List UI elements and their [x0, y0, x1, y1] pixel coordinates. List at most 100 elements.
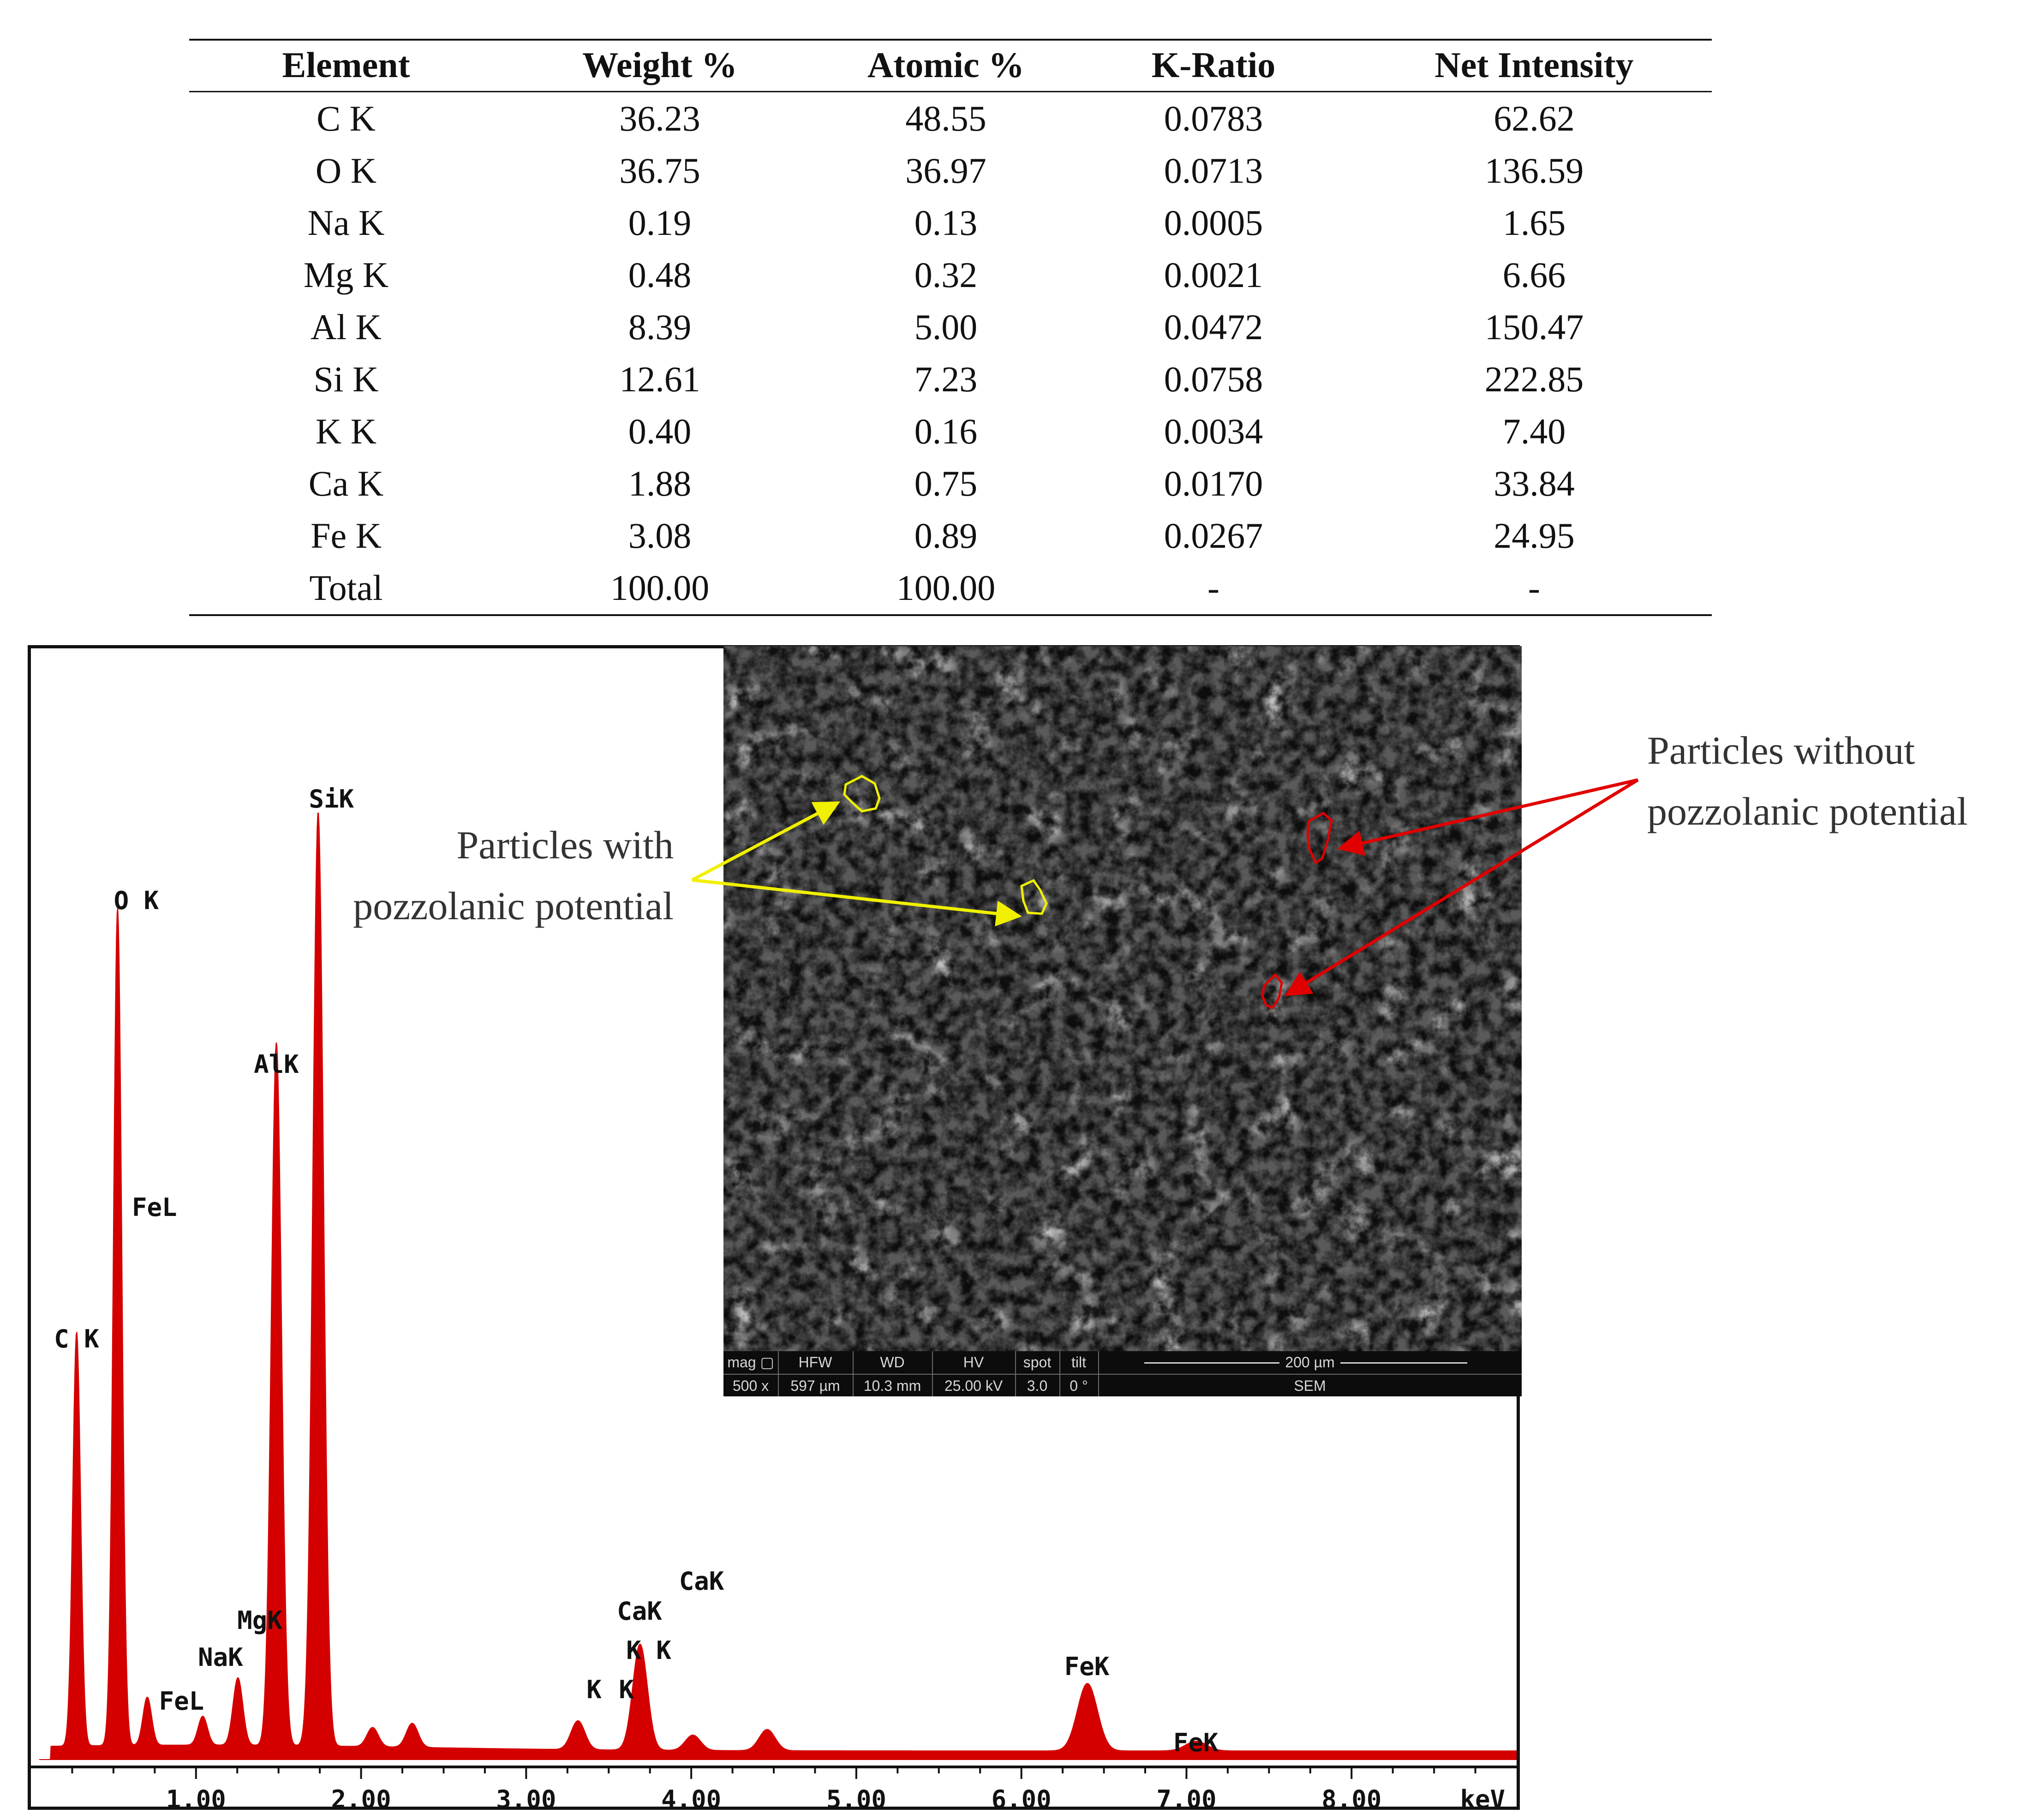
spectrum-plot: 1.00 2.00 3.00 4.00 5.00 6.00 7.00 8.00 keV C K O… — [31, 784, 1517, 1807]
peak-label: FeL — [159, 1687, 204, 1716]
cell-element: O K — [315, 150, 377, 191]
cell-atomic: 5.00 — [914, 307, 978, 347]
cell-weight: 0.48 — [628, 255, 692, 295]
cell-weight: 36.23 — [619, 98, 700, 138]
annotation-with-line-2: pozzolanic potential — [353, 884, 674, 928]
scale-label: 200 µm — [1279, 1354, 1340, 1371]
cell-net-intensity: 33.84 — [1494, 463, 1575, 503]
x-tick-label: 1.00 — [166, 1785, 226, 1807]
particle-with-outline-1 — [843, 775, 881, 813]
cell-element: Ca K — [308, 463, 384, 503]
cell-atomic: 0.89 — [914, 515, 978, 556]
cell-k-ratio: - — [1207, 568, 1219, 608]
particle-without-outline-2 — [1261, 973, 1283, 1010]
peak-label: NaK — [198, 1643, 243, 1672]
annotation-with-line-1: Particles with — [456, 823, 674, 867]
databar-hv: HV 25.00 kV — [932, 1351, 1016, 1396]
cell-net-intensity: 62.62 — [1494, 98, 1575, 138]
x-tick-label: 3.00 — [496, 1785, 556, 1807]
spectrum-series — [39, 813, 1517, 1760]
x-tick-label: 5.00 — [826, 1785, 886, 1807]
table-row: Ca K 1.88 0.75 0.0170 33.84 — [189, 457, 1712, 509]
cell-element: Mg K — [303, 255, 389, 295]
cell-element: C K — [317, 98, 376, 138]
table-header-row: Element Weight % Atomic % K-Ratio Net In… — [189, 39, 1712, 91]
cell-element: Na K — [307, 203, 385, 243]
cell-atomic: 100.00 — [896, 568, 996, 608]
cell-net-intensity: 7.40 — [1502, 411, 1566, 451]
databar-spot: spot 3.0 — [1015, 1351, 1060, 1396]
cell-k-ratio: 0.0021 — [1164, 255, 1263, 295]
table-header-rule — [189, 91, 1712, 92]
cell-k-ratio: 0.0267 — [1164, 515, 1263, 556]
cell-net-intensity: 222.85 — [1484, 359, 1584, 399]
cell-weight: 8.39 — [628, 307, 692, 347]
table-row: Total 100.00 100.00 - - — [189, 562, 1712, 614]
table-row: Al K 8.39 5.00 0.0472 150.47 — [189, 301, 1712, 353]
cell-k-ratio: 0.0170 — [1164, 463, 1263, 503]
cell-weight: 12.61 — [619, 359, 700, 399]
cell-weight: 1.88 — [628, 463, 692, 503]
particle-with-outline-2 — [1020, 879, 1048, 915]
peak-label: MgK — [237, 1606, 282, 1635]
cell-atomic: 0.13 — [914, 203, 978, 243]
arrow-without-1 — [1337, 778, 1638, 856]
table-top-rule — [189, 39, 1712, 41]
peak-label: AlK — [254, 1050, 299, 1079]
databar-tilt: tilt 0 ° — [1059, 1351, 1099, 1396]
arrow-with-1 — [691, 801, 841, 882]
cell-atomic: 0.16 — [914, 411, 978, 451]
x-tick-label: 4.00 — [661, 1785, 721, 1807]
cell-net-intensity: 6.66 — [1502, 255, 1566, 295]
table-row: Si K 12.61 7.23 0.0758 222.85 — [189, 353, 1712, 405]
peak-label: FeK — [1173, 1728, 1219, 1757]
peak-label: SiK — [309, 784, 354, 814]
cell-weight: 0.40 — [628, 411, 692, 451]
header-weight: Weight % — [582, 45, 737, 85]
cell-net-intensity: 150.47 — [1484, 307, 1584, 347]
cell-element: K K — [315, 411, 377, 451]
sem-micrograph — [723, 646, 1522, 1396]
cell-element: Al K — [311, 307, 382, 347]
table-row: O K 36.75 36.97 0.0713 136.59 — [189, 144, 1712, 197]
header-element: Element — [282, 45, 410, 85]
table-row: K K 0.40 0.16 0.0034 7.40 — [189, 405, 1712, 457]
cell-k-ratio: 0.0713 — [1164, 150, 1263, 191]
x-tick-label: 6.00 — [992, 1785, 1052, 1807]
peak-label: K — [586, 1675, 602, 1704]
x-axis-unit-label: keV — [1460, 1785, 1505, 1807]
cell-net-intensity: 24.95 — [1494, 515, 1575, 556]
peak-label: C K — [54, 1324, 99, 1353]
databar-scale: 200 µm SEM — [1098, 1351, 1522, 1396]
x-tick-label: 8.00 — [1321, 1785, 1381, 1807]
table-row: Fe K 3.08 0.89 0.0267 24.95 — [189, 509, 1712, 562]
table-row: Mg K 0.48 0.32 0.0021 6.66 — [189, 249, 1712, 301]
cell-weight: 36.75 — [619, 150, 700, 191]
cell-weight: 100.00 — [610, 568, 710, 608]
x-tick-label: 7.00 — [1156, 1785, 1216, 1807]
peak-label: O K — [114, 886, 159, 915]
peak-label: CaK — [679, 1567, 724, 1596]
cell-net-intensity: 1.65 — [1502, 203, 1566, 243]
cell-atomic: 7.23 — [914, 359, 978, 399]
table-bottom-rule — [189, 614, 1712, 616]
cell-atomic: 0.75 — [914, 463, 978, 503]
cell-k-ratio: 0.0758 — [1164, 359, 1263, 399]
cell-atomic: 48.55 — [905, 98, 986, 138]
cell-weight: 3.08 — [628, 515, 692, 556]
arrow-with-2 — [692, 878, 1022, 927]
cell-k-ratio: 0.0005 — [1164, 203, 1263, 243]
cell-k-ratio: 0.0472 — [1164, 307, 1263, 347]
header-atomic: Atomic % — [867, 45, 1025, 85]
peak-label: FeK — [1064, 1652, 1110, 1681]
x-tick-label: 2.00 — [331, 1785, 391, 1807]
peak-label: K K — [626, 1636, 671, 1665]
databar-mag: mag ▢ 500 x — [723, 1351, 779, 1396]
header-k-ratio: K-Ratio — [1151, 45, 1276, 85]
table-row: C K 36.23 48.55 0.0783 62.62 — [189, 92, 1712, 144]
cell-atomic: 36.97 — [905, 150, 986, 191]
table-row: Na K 0.19 0.13 0.0005 1.65 — [189, 197, 1712, 249]
sem-databar: mag ▢ 500 x HFW 597 µm WD 10.3 mm HV 25.00 k… — [723, 1351, 1522, 1396]
cell-element: Fe K — [311, 515, 382, 556]
